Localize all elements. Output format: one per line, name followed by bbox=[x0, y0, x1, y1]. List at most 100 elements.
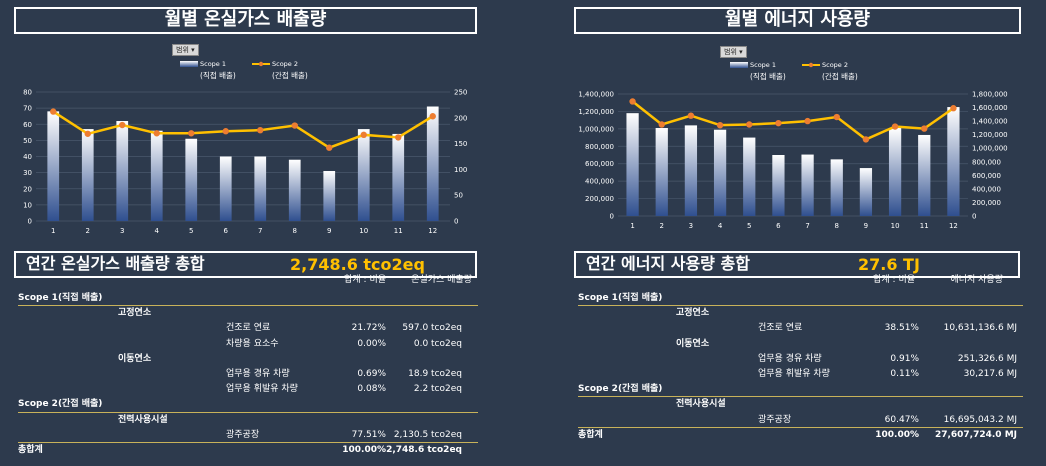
scope2-point-month-1 bbox=[629, 98, 636, 105]
scope2-point-month-8 bbox=[833, 113, 840, 121]
legend-scope2-sublabel: (간접 배출) bbox=[822, 71, 858, 81]
scope2-point-month-10 bbox=[891, 123, 899, 130]
bar-month-1 bbox=[626, 113, 639, 216]
legend-bar-swatch bbox=[730, 62, 748, 68]
table-row-ratio: 0.69% bbox=[357, 369, 386, 379]
y-right-tick-label: 200 bbox=[454, 114, 467, 122]
table-section-line bbox=[18, 305, 478, 307]
table-row-value: 2,130.5 tco2eq bbox=[393, 429, 462, 440]
y-left-tick-label: 30 bbox=[23, 169, 32, 177]
table-row-label: 건조로 연료 bbox=[226, 323, 271, 334]
table-row: 건조로 연료 21.72% 597.0 tco2eq bbox=[18, 321, 478, 335]
x-tick-label: 3 bbox=[120, 227, 124, 235]
scope2-point-month-6 bbox=[775, 119, 782, 127]
table-row-value: 18.9 tco2eq bbox=[408, 369, 462, 379]
scope2-point-month-2 bbox=[84, 130, 91, 137]
y-left-tick-label: 70 bbox=[23, 105, 32, 113]
table-row: 건조로 연료 38.51% 10,631,136.6 MJ bbox=[578, 321, 1023, 335]
legend-line-marker bbox=[258, 61, 264, 67]
scope2-point-month-11 bbox=[921, 125, 928, 132]
table-row-label: 차량용 요소수 bbox=[226, 338, 279, 349]
table-header-row: 합계 : 비율 에너지 사용량 bbox=[578, 273, 1023, 287]
y-left-tick-label: 10 bbox=[23, 201, 32, 209]
x-tick-label: 8 bbox=[835, 222, 839, 230]
bar-month-4 bbox=[150, 130, 163, 221]
legend-scope2-label: Scope 2 bbox=[822, 61, 848, 69]
scope2-point-month-4 bbox=[716, 121, 724, 129]
legend-line-marker bbox=[808, 62, 814, 68]
bar-month-9 bbox=[323, 171, 336, 221]
bar-month-6 bbox=[219, 156, 232, 221]
energy-chart-title: 월별 에너지 사용량 bbox=[574, 7, 1021, 34]
bar-month-12 bbox=[426, 106, 439, 221]
ghg-summary-label: 연간 온실가스 배출량 총합 bbox=[26, 254, 205, 273]
ghg-chart-title: 월별 온실가스 배출량 bbox=[14, 7, 477, 34]
energy-filter-button[interactable]: 범위 ▾ bbox=[720, 46, 747, 58]
table-row-ratio: 60.47% bbox=[884, 414, 919, 425]
table-row-label: 고정연소 bbox=[676, 308, 710, 319]
table-row-ratio: 0.00% bbox=[357, 338, 386, 349]
y-left-tick-label: 1,400,000 bbox=[578, 91, 614, 99]
scope2-point-month-2 bbox=[658, 121, 665, 128]
table-row: 광주공장 60.47% 16,695,043.2 MJ bbox=[578, 413, 1023, 427]
scope2-point-month-12 bbox=[429, 113, 436, 120]
ghg-filter-button[interactable]: 범위 ▾ bbox=[172, 44, 199, 56]
table-header-cell: 합계 : 비율 bbox=[344, 275, 386, 285]
table-row: 고정연소 bbox=[18, 306, 478, 320]
table-row-ratio: 21.72% bbox=[351, 323, 386, 334]
scope2-point-month-9 bbox=[326, 144, 333, 151]
table-header-cell: 온실가스 배출량 bbox=[411, 275, 472, 285]
table-row-label: 전력사용시설 bbox=[118, 414, 168, 425]
x-tick-label: 2 bbox=[660, 222, 664, 230]
y-left-tick-label: 200,000 bbox=[585, 195, 614, 203]
x-tick-label: 5 bbox=[189, 227, 193, 235]
bar-month-3 bbox=[116, 121, 129, 221]
table-row-label: 업무용 휘발유 차량 bbox=[226, 384, 298, 395]
x-tick-label: 6 bbox=[224, 227, 229, 235]
table-row-value: 0.0 tco2eq bbox=[413, 338, 462, 349]
table-row-ratio: 38.51% bbox=[884, 323, 919, 334]
table-row-ratio: 77.51% bbox=[351, 429, 386, 440]
x-tick-label: 8 bbox=[293, 227, 297, 235]
table-row-label: 업무용 경유 차량 bbox=[758, 353, 822, 364]
y-right-tick-label: 1,600,000 bbox=[972, 104, 1008, 112]
x-tick-label: 12 bbox=[949, 222, 958, 230]
bar-month-8 bbox=[830, 159, 843, 216]
table-row-label: 이동연소 bbox=[118, 353, 152, 364]
table-row: 업무용 휘발유 차량 0.08% 2.2 tco2eq bbox=[18, 382, 478, 396]
y-left-tick-label: 20 bbox=[23, 185, 32, 193]
y-left-tick-label: 40 bbox=[23, 153, 32, 161]
y-right-tick-label: 0 bbox=[972, 213, 976, 221]
bar-month-8 bbox=[288, 159, 301, 221]
legend-scope1-label: Scope 1 bbox=[200, 60, 226, 68]
table-header-cell: 합계 : 비율 bbox=[873, 275, 915, 285]
y-left-tick-label: 600,000 bbox=[585, 160, 614, 168]
x-tick-label: 4 bbox=[718, 222, 723, 230]
table-row-label: 광주공장 bbox=[758, 414, 792, 425]
table-row-value: 597.0 tco2eq bbox=[402, 323, 462, 334]
bar-month-3 bbox=[684, 125, 698, 216]
x-tick-label: 10 bbox=[891, 222, 900, 230]
scope2-point-month-7 bbox=[804, 117, 811, 125]
legend-scope2-label: Scope 2 bbox=[272, 60, 298, 68]
bar-month-10 bbox=[888, 127, 902, 216]
bar-month-1 bbox=[47, 111, 60, 221]
table-row: 광주공장 77.51% 2,130.5 tco2eq bbox=[18, 428, 478, 442]
y-right-tick-label: 800,000 bbox=[972, 158, 1001, 166]
bar-month-11 bbox=[918, 134, 931, 216]
table-row: 업무용 경유 차량 0.69% 18.9 tco2eq bbox=[18, 367, 478, 381]
y-right-tick-label: 1,200,000 bbox=[972, 131, 1008, 139]
x-tick-label: 2 bbox=[86, 227, 90, 235]
y-right-tick-label: 250 bbox=[454, 89, 467, 97]
scope2-point-month-5 bbox=[746, 121, 753, 128]
bar-month-4 bbox=[713, 129, 727, 216]
legend-scope1-sublabel: (직접 배출) bbox=[750, 71, 786, 81]
x-tick-label: 9 bbox=[864, 222, 868, 230]
x-tick-label: 4 bbox=[155, 227, 160, 235]
energy-breakdown-table: 합계 : 비율 에너지 사용량 Scope 1(직접 배출) 고정연소 건조로 연료 38… bbox=[578, 275, 1023, 443]
bar-month-7 bbox=[801, 154, 814, 216]
table-row-ratio: 100.00% bbox=[342, 445, 386, 455]
ghg-summary-value: 2,748.6 tco2eq bbox=[290, 255, 425, 274]
energy-summary-value: 27.6 TJ bbox=[858, 255, 920, 274]
